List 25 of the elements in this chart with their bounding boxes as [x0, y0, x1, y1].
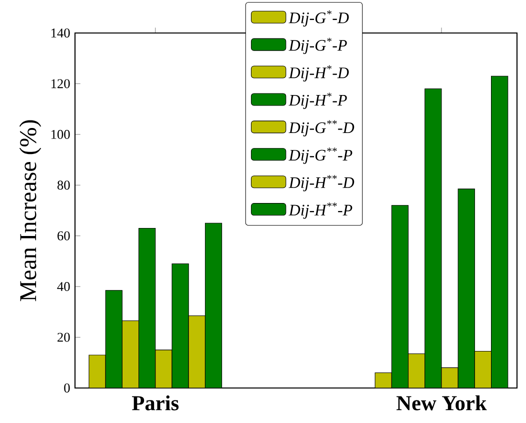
- y-tick-label: 40: [57, 282, 70, 292]
- bar: [441, 367, 458, 388]
- x-tick-label: New York: [396, 395, 487, 410]
- legend-label: Dij-H$^{**}$-D: [288, 175, 354, 192]
- bar: [138, 228, 156, 388]
- legend-label: Dij-H$^{**}$-P: [288, 202, 352, 219]
- bar: [458, 188, 475, 388]
- y-tick-label: 20: [58, 332, 70, 342]
- y-tick-label: 140: [51, 28, 70, 38]
- legend-label: Dij-G$^{**}$-D: [288, 120, 354, 136]
- y-tick-label: 0: [64, 383, 70, 392]
- x-tick-label: Paris: [132, 395, 179, 410]
- legend-label: Dij-H$^{*}$-P: [288, 92, 347, 109]
- y-axis-title: Mean Increase (%): [19, 120, 42, 302]
- legend-label: Dij-H$^{*}$-D: [288, 65, 349, 82]
- legend-label: Dij-G$^{*}$-P: [288, 38, 347, 54]
- bar: [424, 88, 442, 388]
- y-tick-label: 60: [58, 231, 70, 240]
- legend-label: Dij-G$^{*}$-D: [288, 10, 349, 27]
- bar: [155, 350, 172, 388]
- y-tick-label: 100: [51, 130, 70, 139]
- legend-label: Dij-G$^{**}$-P: [288, 148, 352, 164]
- bar: [172, 263, 189, 388]
- y-tick-label: 120: [51, 79, 70, 88]
- y-tick-label: 80: [57, 180, 70, 190]
